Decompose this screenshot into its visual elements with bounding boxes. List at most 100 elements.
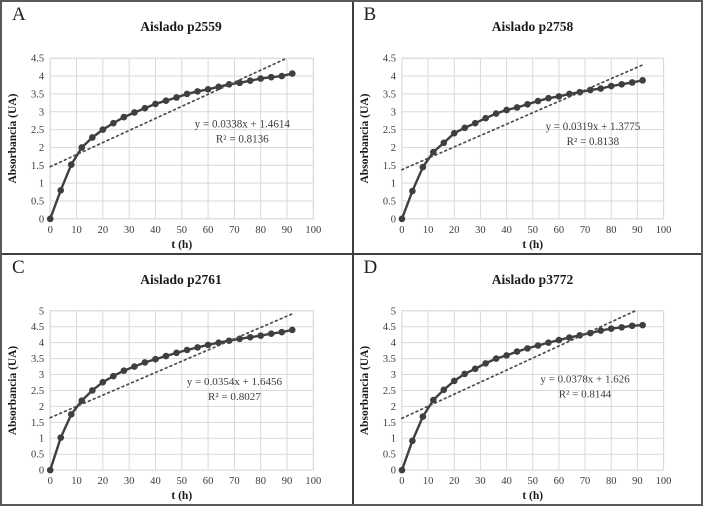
svg-text:y = 0.0378x + 1.626: y = 0.0378x + 1.626 [540, 374, 630, 386]
plot-border [49, 310, 314, 471]
svg-text:20: 20 [98, 225, 109, 236]
chart-title-d: Aislado p3772 [491, 272, 574, 287]
chart-panel-c: C Aislado p2761 0 10 20 30 40 50 60 70 80 90 100 0 0… [2, 253, 352, 504]
tick-labels: 0 10 20 30 40 50 60 70 80 90 100 0 0.5 1 1.5 2 2.5 3 3.5 4 4… [382, 306, 671, 487]
svg-text:2.5: 2.5 [382, 125, 395, 136]
svg-text:30: 30 [124, 225, 135, 236]
svg-text:100: 100 [305, 476, 321, 487]
svg-text:2: 2 [39, 402, 44, 413]
svg-text:60: 60 [553, 476, 563, 487]
plot-border [400, 310, 664, 471]
svg-text:2.5: 2.5 [31, 125, 44, 136]
panel-letter-d: D [363, 257, 378, 278]
data-series-line [400, 79, 644, 221]
svg-text:0: 0 [48, 476, 53, 487]
svg-text:10: 10 [422, 225, 432, 236]
svg-text:60: 60 [203, 225, 214, 236]
chart-panel-a: A Aislado p2559 0 10 20 30 40 50 60 70 80 90 100 0 0… [2, 2, 352, 253]
svg-text:80: 80 [255, 225, 266, 236]
svg-text:0: 0 [39, 466, 44, 477]
svg-text:2.5: 2.5 [31, 386, 44, 397]
svg-text:80: 80 [255, 476, 266, 487]
panel-letter-b: B [363, 4, 377, 25]
svg-text:80: 80 [605, 225, 615, 236]
chart-title-b: Aislado p2758 [491, 19, 574, 34]
trendline [400, 64, 643, 171]
data-series-line [49, 72, 294, 221]
svg-text:R² = 0.8027: R² = 0.8027 [208, 391, 261, 403]
svg-text:30: 30 [475, 225, 485, 236]
svg-text:20: 20 [98, 476, 109, 487]
svg-text:40: 40 [150, 225, 161, 236]
svg-text:3: 3 [39, 107, 44, 118]
chart-title-c: Aislado p2761 [140, 272, 222, 287]
trendline-equation: y = 0.0354x + 1.6456 R² = 0.8027 [187, 376, 283, 403]
tick-labels: 0 10 20 30 40 50 60 70 80 90 100 0 0.5 1 1.5 2 2.5 3 3.5 4 4… [382, 54, 671, 236]
svg-text:20: 20 [449, 476, 459, 487]
chart-canvas-b: 0 10 20 30 40 50 60 70 80 90 100 0 0.5 1 1.5 2 2.5 3 3.5 4 4… [359, 54, 671, 251]
svg-text:2: 2 [390, 143, 395, 154]
svg-text:4: 4 [39, 338, 45, 349]
svg-text:20: 20 [449, 225, 459, 236]
trendline-equation: y = 0.0338x + 1.4614 R² = 0.8136 [195, 118, 291, 145]
svg-text:1.5: 1.5 [31, 161, 44, 172]
y-axis-label: Absorbancia (UA) [358, 346, 370, 435]
svg-text:0.5: 0.5 [382, 197, 395, 208]
data-series-markers [398, 321, 646, 474]
svg-text:4: 4 [390, 338, 396, 349]
data-series-markers [398, 77, 646, 223]
svg-text:R² = 0.8138: R² = 0.8138 [566, 136, 619, 148]
chart-canvas-a: 0 10 20 30 40 50 60 70 80 90 100 0 0.5 1 1.5 2 2.5 3 3.5 4 4… [7, 54, 321, 251]
svg-text:2: 2 [390, 402, 395, 413]
svg-text:y = 0.0354x + 1.6456: y = 0.0354x + 1.6456 [187, 376, 283, 388]
svg-text:4: 4 [390, 72, 396, 83]
svg-text:2.5: 2.5 [382, 386, 395, 397]
panel-letter-a: A [12, 4, 26, 25]
svg-text:50: 50 [527, 476, 537, 487]
svg-text:100: 100 [655, 225, 671, 236]
svg-text:0: 0 [390, 466, 395, 477]
data-series-markers [46, 70, 296, 223]
svg-text:5: 5 [390, 306, 395, 317]
svg-text:90: 90 [282, 476, 293, 487]
svg-text:100: 100 [305, 225, 321, 236]
svg-text:0: 0 [399, 476, 404, 487]
svg-text:4: 4 [39, 72, 45, 83]
svg-text:1.5: 1.5 [31, 418, 44, 429]
chart-panel-d: D Aislado p3772 0 10 20 30 40 50 60 70 80 90 100 0 0… [351, 253, 701, 504]
svg-text:R² = 0.8144: R² = 0.8144 [558, 389, 611, 401]
svg-text:4.5: 4.5 [31, 54, 44, 65]
svg-text:70: 70 [579, 225, 589, 236]
svg-text:3.5: 3.5 [382, 89, 395, 100]
svg-text:90: 90 [282, 225, 293, 236]
svg-text:3.5: 3.5 [31, 354, 44, 365]
chart-canvas-d: 0 10 20 30 40 50 60 70 80 90 100 0 0.5 1 1.5 2 2.5 3 3.5 4 4… [358, 306, 671, 502]
svg-text:1: 1 [390, 179, 395, 190]
svg-text:3.5: 3.5 [382, 354, 395, 365]
svg-text:50: 50 [177, 225, 188, 236]
svg-text:80: 80 [605, 476, 615, 487]
svg-text:3: 3 [390, 107, 395, 118]
svg-text:30: 30 [475, 476, 485, 487]
svg-text:50: 50 [527, 225, 537, 236]
svg-text:40: 40 [501, 225, 511, 236]
svg-text:2: 2 [39, 143, 44, 154]
svg-text:0: 0 [399, 225, 404, 236]
chart-canvas-c: 0 10 20 30 40 50 60 70 80 90 100 0 0.5 1 1.5 2 2.5 3 3.5 4 4… [7, 306, 321, 502]
trendline [49, 313, 294, 419]
svg-text:0: 0 [48, 225, 53, 236]
svg-text:60: 60 [203, 476, 214, 487]
svg-text:0.5: 0.5 [31, 450, 44, 461]
x-axis-label: t (h) [522, 490, 543, 502]
svg-text:4.5: 4.5 [382, 54, 395, 65]
plot-border [49, 57, 314, 220]
svg-text:40: 40 [150, 476, 161, 487]
svg-text:3: 3 [39, 370, 44, 381]
svg-text:50: 50 [176, 476, 187, 487]
plot-border [400, 57, 664, 220]
svg-text:1.5: 1.5 [382, 161, 395, 172]
x-axis-label: t (h) [522, 239, 543, 251]
svg-text:4.5: 4.5 [31, 322, 44, 333]
trendline [49, 57, 288, 168]
